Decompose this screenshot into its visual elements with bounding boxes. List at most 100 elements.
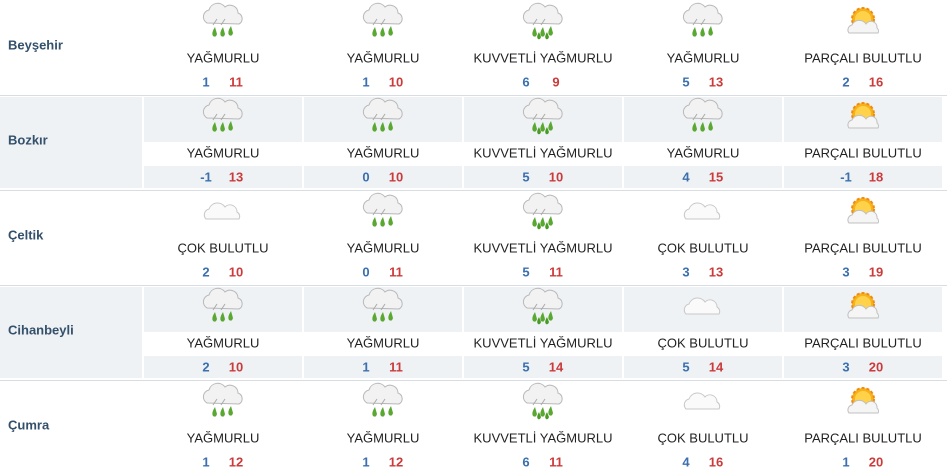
max-temp: 15 bbox=[709, 169, 723, 184]
max-temp: 19 bbox=[869, 264, 883, 279]
condition: ÇOK BULUTLU bbox=[657, 335, 748, 350]
city-name: Çeltik bbox=[8, 227, 44, 242]
condition: PARÇALI BULUTLU bbox=[804, 430, 922, 445]
weather-icon bbox=[846, 7, 880, 34]
min-temp: 0 bbox=[362, 169, 369, 184]
min-temp: 1 bbox=[362, 359, 369, 374]
weather-icon bbox=[523, 3, 562, 39]
condition: YAĞMURLU bbox=[347, 335, 420, 350]
max-temp: 11 bbox=[389, 359, 403, 374]
max-temp: 14 bbox=[709, 359, 724, 374]
condition: KUVVETLİ YAĞMURLU bbox=[474, 50, 613, 65]
condition: YAĞMURLU bbox=[187, 50, 260, 65]
city-name: Bozkır bbox=[8, 132, 48, 147]
weather-icon bbox=[523, 193, 562, 229]
weather-icon bbox=[203, 383, 242, 416]
weather-icon bbox=[203, 202, 241, 220]
weather-icon bbox=[846, 387, 880, 414]
temp-cell bbox=[144, 166, 302, 188]
max-temp: 12 bbox=[229, 454, 243, 469]
min-temp: 1 bbox=[202, 74, 209, 89]
max-temp: 14 bbox=[549, 359, 564, 374]
min-temp: 3 bbox=[682, 264, 689, 279]
min-temp: 5 bbox=[522, 264, 529, 279]
weather-icon bbox=[363, 3, 402, 36]
city-name: Beyşehir bbox=[8, 37, 63, 52]
condition: PARÇALI BULUTLU bbox=[804, 240, 922, 255]
weather-icon bbox=[363, 193, 402, 226]
max-temp: 18 bbox=[869, 169, 883, 184]
min-temp: 6 bbox=[522, 74, 529, 89]
weather-icon bbox=[683, 202, 721, 220]
min-temp: 5 bbox=[522, 169, 529, 184]
condition: KUVVETLİ YAĞMURLU bbox=[474, 240, 613, 255]
weather-icon bbox=[683, 3, 722, 36]
max-temp: 13 bbox=[229, 169, 243, 184]
condition: KUVVETLİ YAĞMURLU bbox=[474, 145, 613, 160]
min-temp: 0 bbox=[362, 264, 369, 279]
weather-icon bbox=[203, 3, 242, 36]
condition: YAĞMURLU bbox=[347, 430, 420, 445]
condition: KUVVETLİ YAĞMURLU bbox=[474, 430, 613, 445]
temp-cell bbox=[784, 166, 942, 188]
max-temp: 10 bbox=[389, 169, 403, 184]
max-temp: 16 bbox=[709, 454, 723, 469]
max-temp: 9 bbox=[552, 74, 559, 89]
condition: YAĞMURLU bbox=[347, 145, 420, 160]
min-temp: 6 bbox=[522, 454, 529, 469]
min-temp: 4 bbox=[682, 454, 690, 469]
min-temp: 1 bbox=[842, 454, 849, 469]
condition: ÇOK BULUTLU bbox=[177, 240, 268, 255]
max-temp: 16 bbox=[869, 74, 883, 89]
min-temp: 5 bbox=[682, 359, 689, 374]
weather-icon bbox=[363, 383, 402, 416]
city-cell bbox=[0, 287, 142, 378]
condition: ÇOK BULUTLU bbox=[657, 240, 748, 255]
min-temp: 1 bbox=[202, 454, 209, 469]
temp-cell bbox=[624, 166, 782, 188]
max-temp: 20 bbox=[869, 359, 883, 374]
min-temp: 5 bbox=[522, 359, 529, 374]
temp-cell bbox=[304, 356, 462, 378]
condition: YAĞMURLU bbox=[187, 335, 260, 350]
max-temp: 11 bbox=[229, 74, 243, 89]
condition: PARÇALI BULUTLU bbox=[804, 50, 922, 65]
min-temp: -1 bbox=[840, 169, 852, 184]
min-temp: 5 bbox=[682, 74, 689, 89]
max-temp: 10 bbox=[229, 359, 243, 374]
condition: KUVVETLİ YAĞMURLU bbox=[474, 335, 613, 350]
min-temp: 2 bbox=[202, 264, 209, 279]
condition: PARÇALI BULUTLU bbox=[804, 335, 922, 350]
min-temp: 1 bbox=[362, 454, 369, 469]
weather-icon bbox=[683, 392, 721, 410]
max-temp: 10 bbox=[229, 264, 243, 279]
condition: YAĞMURLU bbox=[667, 145, 740, 160]
min-temp: -1 bbox=[200, 169, 212, 184]
min-temp: 3 bbox=[842, 359, 849, 374]
weather-icon bbox=[846, 197, 880, 224]
temp-cell bbox=[304, 166, 462, 188]
city-cell bbox=[0, 97, 142, 188]
temp-cell bbox=[464, 356, 622, 378]
max-temp: 13 bbox=[709, 264, 723, 279]
temp-cell bbox=[144, 356, 302, 378]
temp-cell bbox=[784, 356, 942, 378]
condition: YAĞMURLU bbox=[187, 430, 260, 445]
min-temp: 2 bbox=[202, 359, 209, 374]
max-temp: 10 bbox=[389, 74, 403, 89]
min-temp: 2 bbox=[842, 74, 849, 89]
temp-cell bbox=[464, 166, 622, 188]
min-temp: 4 bbox=[682, 169, 690, 184]
condition: YAĞMURLU bbox=[347, 240, 420, 255]
max-temp: 20 bbox=[869, 454, 883, 469]
condition: YAĞMURLU bbox=[187, 145, 260, 160]
max-temp: 13 bbox=[709, 74, 723, 89]
city-name: Cihanbeyli bbox=[8, 322, 74, 337]
weather-icon bbox=[523, 383, 562, 419]
min-temp: 1 bbox=[362, 74, 369, 89]
temp-cell bbox=[624, 356, 782, 378]
condition: ÇOK BULUTLU bbox=[657, 430, 748, 445]
max-temp: 11 bbox=[549, 454, 563, 469]
min-temp: 3 bbox=[842, 264, 849, 279]
